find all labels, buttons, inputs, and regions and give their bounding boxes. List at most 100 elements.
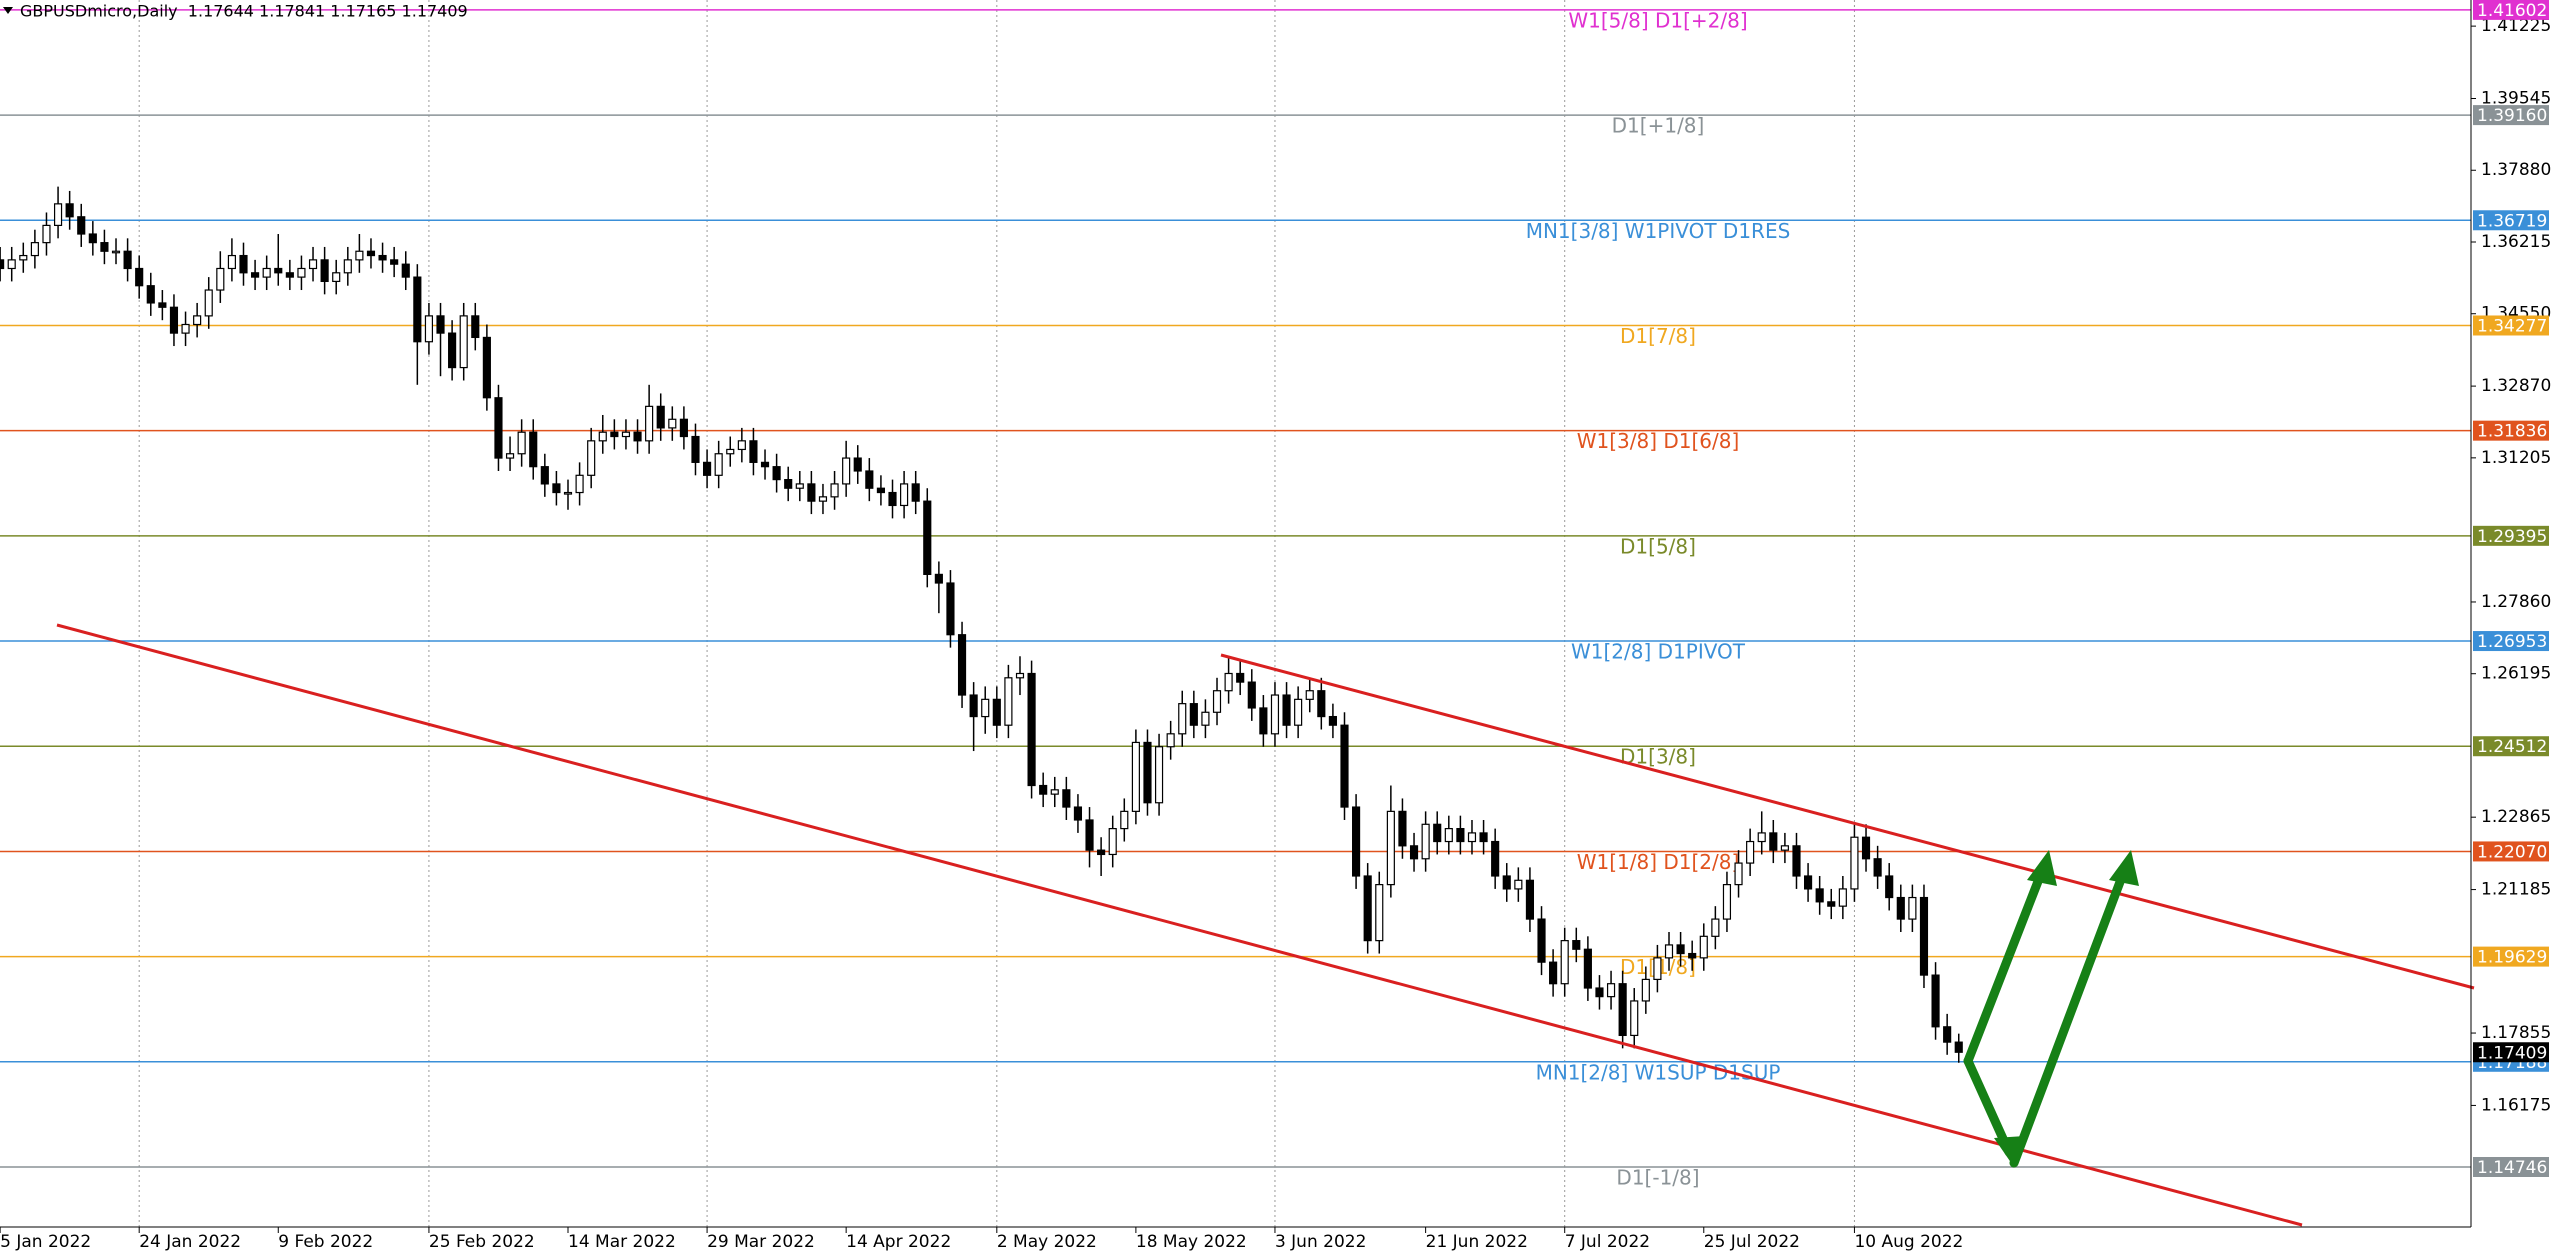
candle-body [1769, 832, 1778, 851]
candle-body [772, 466, 781, 481]
level-name: MN1[2/8] W1SUP D1SUP [1536, 1060, 1781, 1084]
candle-body [482, 336, 491, 399]
level-name: W1[2/8] D1PIVOT [1571, 640, 1746, 664]
candle-body [135, 267, 144, 287]
candle-body [923, 500, 932, 575]
price-box-label: 1.41602 [2477, 1, 2547, 21]
x-tick-label: 2 May 2022 [997, 1232, 1097, 1252]
candle-body [1653, 957, 1662, 981]
candle-body [981, 698, 990, 718]
y-tick-label: 1.39545 [2481, 89, 2551, 109]
candle-body [934, 573, 943, 584]
candle-body [53, 203, 63, 226]
candle-body [830, 483, 839, 498]
candle-body [1004, 677, 1013, 726]
channel-lower [56, 623, 2303, 1227]
y-tick-label: 1.16175 [2481, 1095, 2551, 1115]
candle-body [1421, 823, 1430, 860]
candle-body [1734, 862, 1743, 886]
y-tick-label: 1.21185 [2481, 880, 2551, 900]
x-tick-label: 14 Mar 2022 [568, 1232, 676, 1252]
candle-body [42, 224, 51, 244]
arrows [1963, 861, 2131, 1168]
candle-body [1050, 789, 1059, 795]
candle-body [274, 267, 283, 274]
candle-body [378, 254, 387, 261]
candle-body [100, 242, 109, 252]
x-tick-label: 21 Jun 2022 [1426, 1232, 1528, 1252]
candle-body [1676, 944, 1685, 955]
x-tick-label: 10 Aug 2022 [1854, 1232, 1963, 1252]
candle-body [1664, 944, 1674, 959]
level-name: D1[7/8] [1620, 324, 1696, 348]
candle-body [1931, 974, 1940, 1028]
candle-body [1317, 690, 1326, 718]
candle-body [1027, 672, 1036, 787]
price-box-label: 1.34277 [2477, 316, 2547, 336]
candle-body [1583, 948, 1592, 989]
candle-body [1595, 987, 1604, 998]
candle-body [1398, 810, 1407, 847]
candle-body [158, 302, 167, 308]
candle-body [876, 487, 885, 494]
candle-body [1549, 961, 1558, 985]
candle-body [216, 267, 225, 291]
candle-body [1943, 1026, 1952, 1043]
y-tick-label: 1.26195 [2481, 664, 2551, 684]
candle-body [656, 405, 665, 429]
candle-body [1201, 711, 1210, 726]
candle-body [1525, 879, 1535, 920]
candle-body [911, 483, 920, 502]
price-box-label: 1.22070 [2477, 842, 2547, 862]
candle-body [204, 289, 213, 317]
candle-body [1039, 784, 1048, 795]
candle-body [19, 254, 28, 261]
price-box-label: 1.39160 [2477, 106, 2547, 126]
price-box [2473, 946, 2549, 967]
candle-body [517, 431, 526, 455]
candle-body [424, 315, 434, 343]
candle-body [1722, 884, 1732, 920]
level-name: W1[5/8] D1[+2/8] [1568, 8, 1747, 32]
candle-body [1456, 828, 1465, 843]
candle-body [900, 483, 909, 507]
candle-body [529, 431, 538, 468]
candle-body [969, 694, 978, 718]
axes-layer [0, 0, 2472, 1228]
price-box-label: 1.26953 [2477, 632, 2547, 652]
candle-body [1085, 819, 1094, 851]
candle-body [1873, 858, 1882, 877]
y-tick-label: 1.22865 [2481, 807, 2551, 827]
candle-body [645, 405, 654, 442]
candle-body [1189, 703, 1198, 726]
candle-body [332, 272, 341, 283]
candle-body [575, 474, 584, 494]
candle-body [1236, 672, 1245, 683]
candle-body [842, 457, 851, 485]
candle-body [587, 440, 596, 476]
candle-body [343, 259, 352, 274]
candle-body [1131, 741, 1140, 812]
candle-body [30, 242, 39, 257]
candle-body [111, 250, 121, 254]
candle-body [471, 315, 480, 339]
candle-body [436, 315, 445, 334]
price-box [2473, 841, 2549, 862]
candle-body [366, 250, 376, 257]
candle-body [853, 457, 862, 472]
y-tick-label: 1.27860 [2481, 592, 2551, 612]
candle-body [1073, 806, 1083, 821]
candle-body [308, 259, 318, 270]
arrow-head [1994, 1136, 2025, 1167]
price-box-label: 1.24512 [2477, 737, 2547, 757]
candle-body [610, 431, 619, 438]
x-tick-label: 7 Jul 2022 [1565, 1232, 1650, 1252]
candle-body [251, 272, 260, 278]
price-box [2473, 1042, 2549, 1063]
candle-body [795, 483, 804, 489]
candle-body [865, 470, 874, 489]
candle-body [1757, 832, 1766, 843]
